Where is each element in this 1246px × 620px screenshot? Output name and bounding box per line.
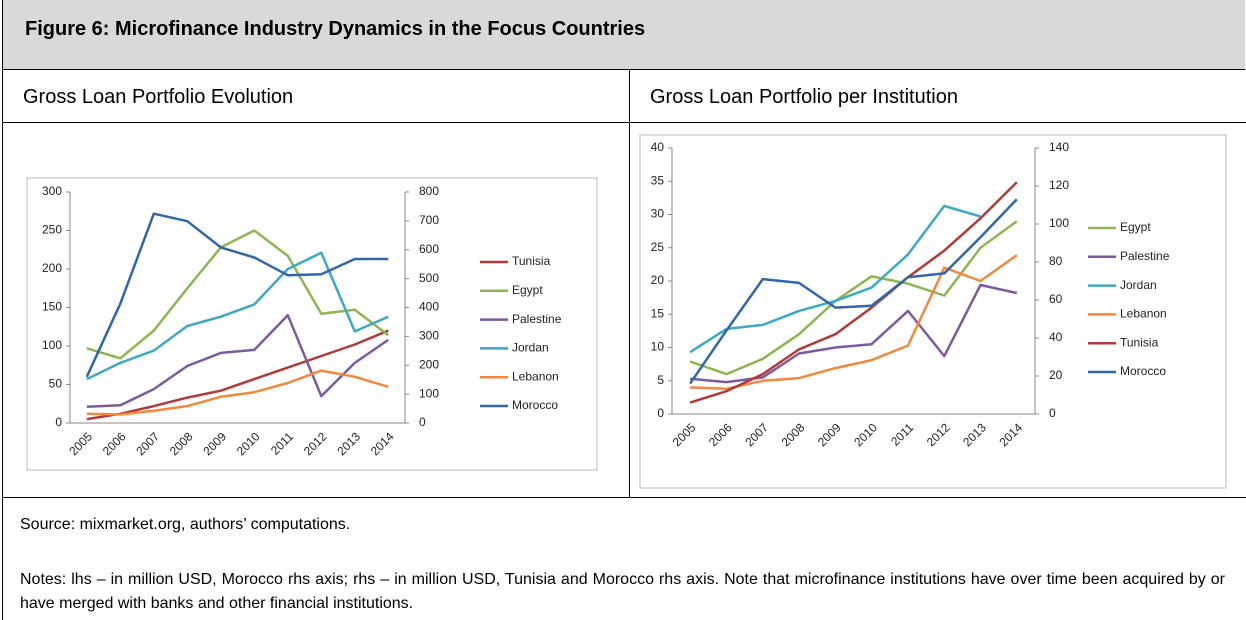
y2-tick-label: 120 xyxy=(1049,178,1069,192)
legend-label: Egypt xyxy=(512,283,543,297)
panel-cell xyxy=(2,123,630,498)
y-tick-label: 200 xyxy=(42,261,62,275)
series-line xyxy=(689,204,981,354)
series-line xyxy=(86,369,389,416)
y-tick-label: 100 xyxy=(42,338,62,352)
y-tick-label: 10 xyxy=(651,340,665,354)
chart-frame xyxy=(639,134,1227,489)
legend-label: Palestine xyxy=(512,312,562,326)
chart-frame xyxy=(26,177,598,471)
y2-tick-label: 300 xyxy=(419,329,439,343)
x-tick-label: 2006 xyxy=(706,420,735,449)
series-line xyxy=(86,251,389,381)
x-tick-label: 2014 xyxy=(996,420,1025,449)
border xyxy=(2,498,3,620)
series-line xyxy=(689,220,1018,376)
x-tick-label: 2007 xyxy=(742,420,771,449)
y2-tick-label: 0 xyxy=(1049,406,1056,420)
y-tick-label: 250 xyxy=(42,223,62,237)
y-tick-label: 150 xyxy=(42,300,62,314)
series-line xyxy=(86,329,389,421)
x-tick-label: 2012 xyxy=(301,429,330,458)
x-tick-label: 2013 xyxy=(960,420,989,449)
y2-tick-label: 140 xyxy=(1049,140,1069,154)
series-line xyxy=(689,198,1018,385)
y-tick-label: 5 xyxy=(657,373,664,387)
y-tick-label: 300 xyxy=(42,184,62,198)
x-tick-label: 2014 xyxy=(368,429,397,458)
x-tick-label: 2009 xyxy=(200,429,229,458)
series-line xyxy=(86,229,390,360)
legend-label: Jordan xyxy=(512,341,549,355)
y-tick-label: 20 xyxy=(651,273,665,287)
x-tick-label: 2011 xyxy=(888,420,916,448)
legend-label: Morocco xyxy=(512,398,558,412)
y-tick-label: 15 xyxy=(651,306,665,320)
y2-tick-label: 100 xyxy=(419,386,439,400)
legend-label: Egypt xyxy=(1120,220,1151,234)
y-tick-label: 30 xyxy=(651,207,665,221)
x-tick-label: 2006 xyxy=(100,429,129,458)
y-tick-label: 35 xyxy=(651,173,665,187)
y2-tick-label: 800 xyxy=(419,184,439,198)
y2-tick-label: 20 xyxy=(1049,368,1063,382)
y-tick-label: 40 xyxy=(651,140,665,154)
y2-tick-label: 80 xyxy=(1049,254,1063,268)
y2-tick-label: 500 xyxy=(419,271,439,285)
x-tick-label: 2005 xyxy=(670,420,699,449)
x-tick-label: 2008 xyxy=(779,420,808,449)
series-line xyxy=(86,313,390,409)
x-tick-label: 2010 xyxy=(234,429,263,458)
y2-tick-label: 40 xyxy=(1049,330,1063,344)
x-tick-label: 2009 xyxy=(815,420,844,449)
x-tick-label: 2008 xyxy=(167,429,196,458)
panel-header: Gross Loan Portfolio per Institution xyxy=(630,70,1246,123)
figure-title: Figure 6: Microfinance Industry Dynamics… xyxy=(2,0,1245,70)
y-tick-label: 25 xyxy=(651,240,665,254)
y2-tick-label: 700 xyxy=(419,213,439,227)
x-tick-label: 2005 xyxy=(66,429,95,458)
y2-tick-label: 600 xyxy=(419,242,439,256)
x-tick-label: 2011 xyxy=(268,429,296,457)
y2-tick-label: 100 xyxy=(1049,216,1069,230)
legend-label: Lebanon xyxy=(1120,307,1167,321)
y-tick-label: 0 xyxy=(55,415,62,429)
panel-cell xyxy=(630,123,1246,498)
series-line xyxy=(690,254,1018,390)
x-tick-label: 2007 xyxy=(133,429,162,458)
series-line xyxy=(689,181,1018,404)
legend-label: Jordan xyxy=(1120,278,1157,292)
y2-tick-label: 200 xyxy=(419,357,439,371)
series-line xyxy=(689,283,1018,384)
legend-label: Morocco xyxy=(1120,364,1166,378)
legend-label: Palestine xyxy=(1120,249,1170,263)
x-tick-label: 2012 xyxy=(924,420,953,449)
legend-label: Tunisia xyxy=(1120,335,1159,349)
series-line xyxy=(85,212,389,378)
y-tick-label: 0 xyxy=(657,406,664,420)
y2-tick-label: 0 xyxy=(419,415,426,429)
y2-tick-label: 400 xyxy=(419,300,439,314)
x-tick-label: 2013 xyxy=(334,429,363,458)
x-tick-label: 2010 xyxy=(851,420,880,449)
y-tick-label: 50 xyxy=(49,377,63,391)
panel-header: Gross Loan Portfolio Evolution xyxy=(2,70,630,123)
y2-tick-label: 60 xyxy=(1049,292,1063,306)
legend-label: Lebanon xyxy=(512,369,559,383)
source: Source: mixmarket.org, authors’ computat… xyxy=(20,516,351,533)
notes: Notes: lhs – in million USD, Morocco rhs… xyxy=(20,571,1225,612)
legend-label: Tunisia xyxy=(512,254,551,268)
